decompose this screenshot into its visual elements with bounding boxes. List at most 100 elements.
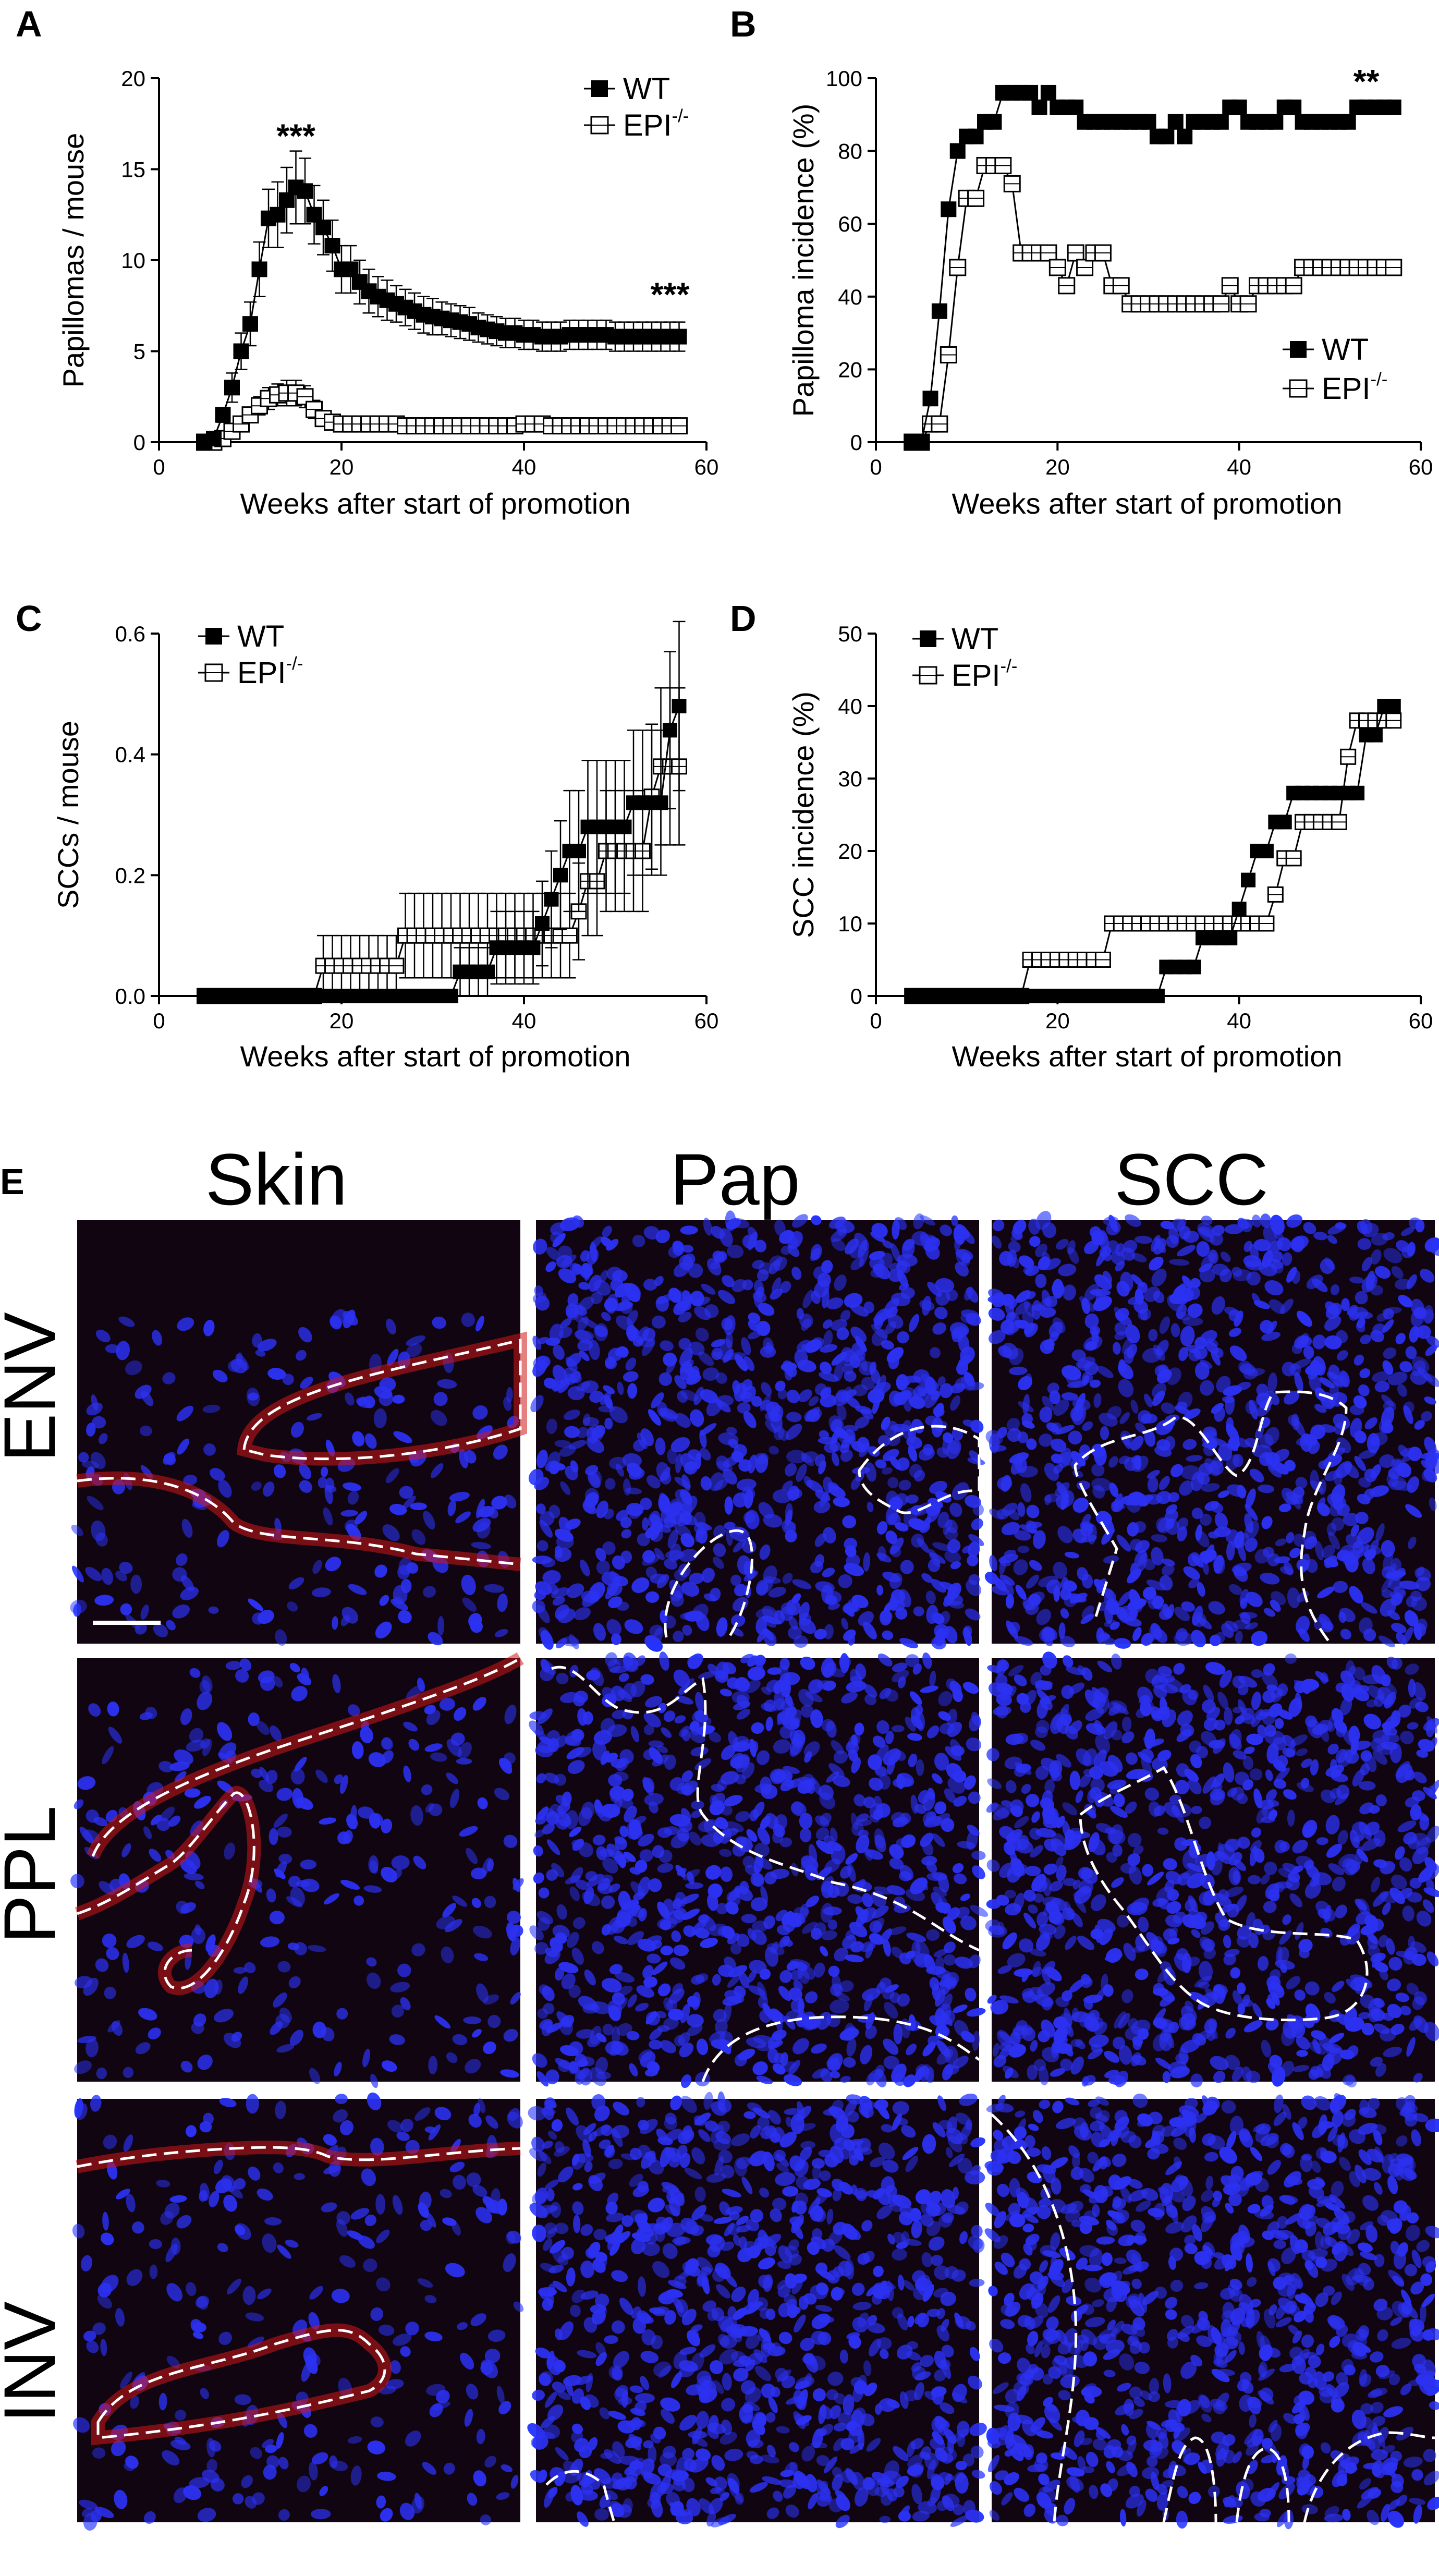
- micrograph-env-scc: [984, 1211, 1439, 1649]
- nucleus: [140, 1604, 149, 1620]
- nucleus: [461, 1313, 475, 1327]
- chart-a-papillomas-per-mouse: 0 20 40 60 0 5 10 15 20 Weeks after start of prom…: [57, 66, 718, 520]
- nucleus: [217, 1530, 229, 1548]
- y-tick-label: 40: [838, 694, 862, 719]
- data-point-wt: [968, 128, 984, 144]
- nucleus: [406, 1343, 422, 1357]
- nucleus: [248, 1598, 263, 1611]
- data-point-wt: [1150, 989, 1165, 1003]
- nucleus: [120, 1603, 132, 1615]
- data-point-wt: [1186, 959, 1201, 975]
- nucleus: [152, 1330, 163, 1346]
- data-point-wt: [617, 819, 632, 834]
- y-tick-label: 0: [850, 984, 862, 1008]
- nucleus: [105, 1344, 120, 1353]
- data-point-wt: [1259, 844, 1274, 858]
- y-tick-label: 0.0: [115, 984, 145, 1008]
- series-epi-ko: [196, 380, 688, 451]
- nucleus: [494, 1629, 508, 1637]
- nucleus: [432, 1316, 446, 1329]
- data-point-wt: [1031, 99, 1047, 115]
- nucleus: [130, 1574, 142, 1594]
- data-point-wt: [941, 201, 957, 217]
- data-point-wt: [1386, 699, 1401, 713]
- chart-b-papilloma-incidence: 0 20 40 60 0 20 40 60 80 100 Weeks after start of …: [787, 63, 1433, 520]
- legend-label: WT: [952, 622, 998, 656]
- nucleus: [176, 1405, 194, 1421]
- nucleus: [290, 1421, 304, 1438]
- nucleus: [386, 1318, 396, 1335]
- nucleus: [471, 1541, 491, 1549]
- nucleus: [347, 1491, 359, 1505]
- nucleus: [340, 1510, 358, 1517]
- y-tick-label: 0: [850, 430, 862, 455]
- nucleus: [300, 1377, 313, 1389]
- x-tick-label: 0: [870, 1008, 882, 1033]
- x-axis-label: Weeks after start of promotion: [240, 487, 630, 520]
- y-tick-label: 60: [838, 212, 862, 236]
- data-point-wt: [1350, 785, 1365, 800]
- nucleus: [273, 1464, 286, 1478]
- panel-label-a: A: [16, 4, 42, 44]
- stroma-tint: [77, 1220, 520, 1644]
- nucleus: [177, 1317, 194, 1331]
- panel-label-e: E: [0, 1161, 25, 1202]
- nucleus: [263, 1481, 275, 1497]
- nucleus: [477, 1522, 491, 1539]
- nucleus: [99, 1433, 108, 1444]
- y-tick-label: 20: [121, 66, 145, 91]
- data-point-wt: [1385, 99, 1401, 115]
- nucleus: [210, 1468, 225, 1481]
- significance-annotation: **: [1353, 63, 1380, 100]
- data-point-wt: [671, 329, 687, 345]
- nucleus: [391, 1599, 408, 1611]
- nucleus: [267, 1368, 286, 1380]
- nucleus: [423, 1586, 436, 1598]
- x-tick-label: 0: [153, 455, 165, 479]
- data-point-wt: [544, 892, 559, 907]
- nucleus: [257, 1339, 277, 1352]
- series-epi-ko: [197, 687, 687, 1004]
- nucleus: [85, 1566, 102, 1582]
- nucleus: [493, 1444, 508, 1460]
- data-point-wt: [1223, 930, 1238, 945]
- legend-marker-wt: [205, 628, 222, 645]
- nucleus: [459, 1449, 469, 1468]
- micrograph-env-skin: [70, 1220, 527, 1646]
- data-point-wt: [224, 380, 240, 396]
- y-tick-label: 20: [838, 839, 862, 864]
- series-epi-ko: [904, 712, 1402, 1004]
- row-label-ppl: PPL: [0, 1806, 70, 1944]
- row-label-inv: INV: [0, 2301, 70, 2423]
- nucleus: [462, 1597, 477, 1612]
- x-tick-label: 60: [1409, 1008, 1433, 1033]
- x-tick-label: 40: [1227, 455, 1251, 479]
- data-point-wt: [672, 699, 687, 713]
- nucleus: [475, 1316, 484, 1332]
- data-point-wt: [270, 206, 286, 223]
- y-tick-label: 10: [838, 912, 862, 936]
- nucleus: [398, 1610, 412, 1624]
- data-point-wt: [1267, 114, 1284, 130]
- nucleus: [355, 1511, 368, 1525]
- series-line: [912, 705, 1394, 997]
- nucleus: [70, 1599, 87, 1614]
- nucleus: [385, 1468, 399, 1484]
- nucleus: [447, 1500, 457, 1516]
- y-tick-label: 20: [838, 357, 862, 382]
- stroma-tint: [536, 1658, 979, 2082]
- nucleus: [172, 1604, 190, 1619]
- nucleus: [208, 1606, 219, 1614]
- micrograph-ppl-pap: [529, 1651, 989, 2088]
- significance-annotation: ***: [276, 117, 315, 155]
- series-wt: [904, 84, 1401, 450]
- legend-superscript: -/-: [286, 653, 303, 674]
- data-point-wt: [242, 316, 258, 332]
- nucleus: [476, 1499, 485, 1518]
- nucleus: [183, 1475, 198, 1486]
- nucleus: [118, 1316, 135, 1327]
- data-point-wt: [986, 114, 1002, 130]
- legend-marker-wt: [920, 630, 936, 647]
- nucleus: [491, 1496, 507, 1510]
